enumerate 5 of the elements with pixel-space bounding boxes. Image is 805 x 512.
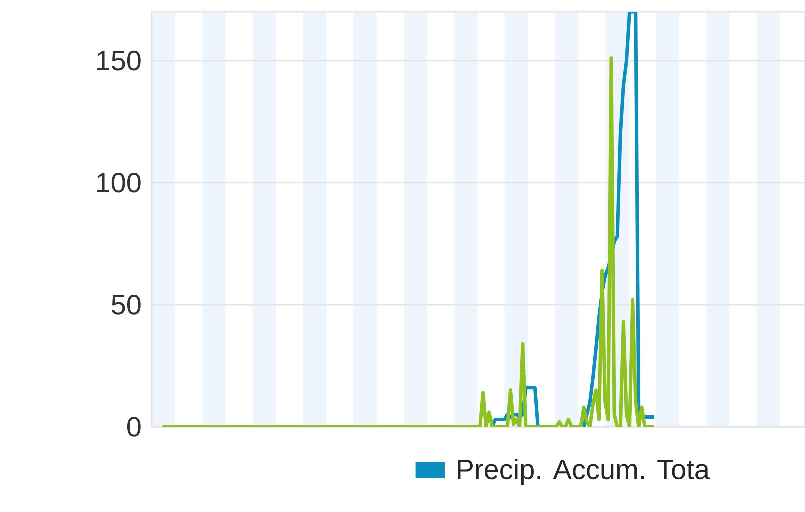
y-tick-label: 100 — [97, 172, 141, 193]
y-tick-label: 50 — [112, 295, 141, 315]
legend-label: Precip. Accum. Tota — [458, 459, 710, 486]
y-tick-label: 150 — [97, 50, 141, 71]
y-tick-label: 0 — [127, 417, 141, 437]
